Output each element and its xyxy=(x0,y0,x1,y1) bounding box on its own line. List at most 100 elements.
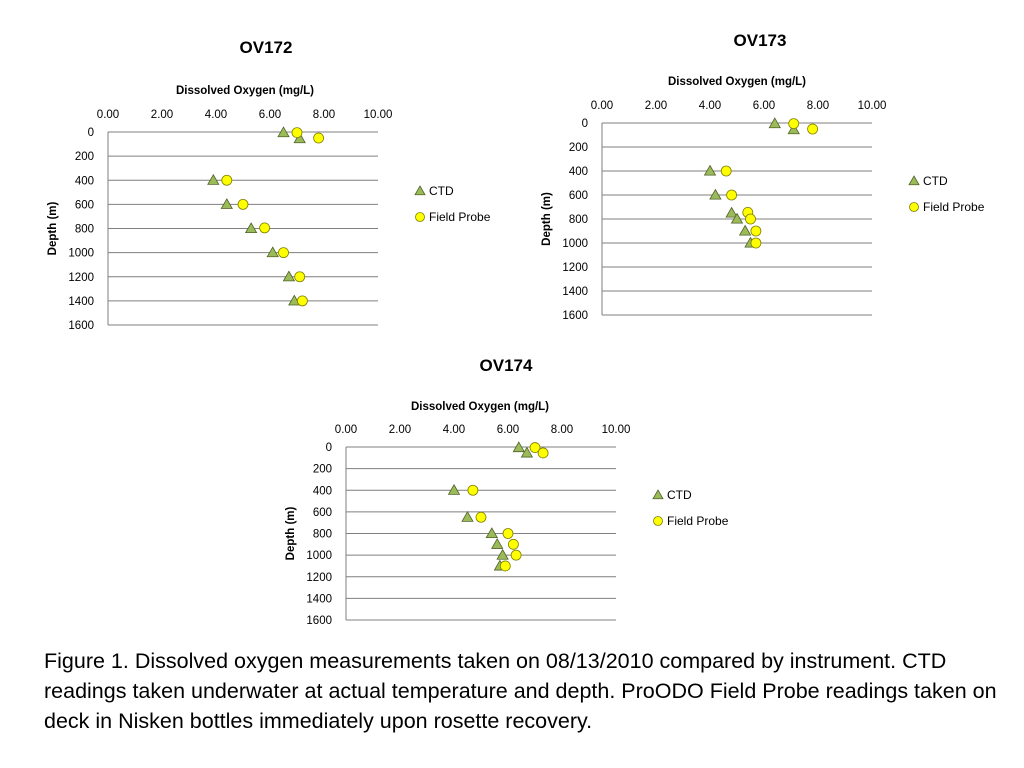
y-tick-label: 0 xyxy=(582,118,588,130)
x-tick-label: 4.00 xyxy=(699,100,721,112)
y-tick-label: 600 xyxy=(569,190,588,202)
ctd-point xyxy=(730,212,744,224)
field-probe-point xyxy=(502,528,514,539)
field-probe-point xyxy=(221,174,233,186)
y-tick-label: 1600 xyxy=(562,310,588,322)
field-probe-point xyxy=(750,237,762,249)
y-tick-label: 800 xyxy=(313,529,332,541)
y-tick-label: 400 xyxy=(75,175,94,187)
y-tick-label: 1000 xyxy=(306,550,332,562)
y-tick-label: 1400 xyxy=(68,296,94,308)
ctd-point xyxy=(485,527,498,539)
field-probe-point xyxy=(499,560,511,572)
legend-ctd-marker xyxy=(908,175,920,186)
ctd-point xyxy=(703,164,717,176)
y-tick-label: 200 xyxy=(313,464,332,476)
ctd-point xyxy=(520,446,534,458)
legend-field-probe-marker xyxy=(415,212,425,222)
chart-title: OV172 xyxy=(239,38,293,57)
y-tick-label: 200 xyxy=(569,142,588,154)
y-tick-label: 1400 xyxy=(306,593,332,605)
chart-ov173: OV173 Dissolved Oxygen (mg/L) 0 200 400 600… xyxy=(494,31,1014,331)
field-probe-point xyxy=(507,538,519,550)
legend-label: Field Probe xyxy=(667,514,729,528)
field-probe-point xyxy=(291,127,303,139)
y-tick-label: 1200 xyxy=(306,572,332,584)
y-tick-label: 800 xyxy=(75,224,94,236)
legend-ctd-marker xyxy=(414,185,426,196)
x-tick-label: 10.00 xyxy=(602,424,631,436)
legend-label: CTD xyxy=(667,488,692,502)
y-tick-label: 1400 xyxy=(562,286,588,298)
ctd-point xyxy=(207,173,220,185)
x-tick-label: 0.00 xyxy=(591,100,613,112)
x-tick-label: 6.00 xyxy=(753,100,775,112)
legend-label: CTD xyxy=(429,184,454,198)
x-tick-label: 0.00 xyxy=(97,109,119,121)
x-tick-label: 0.00 xyxy=(335,424,357,436)
x-tick-label: 10.00 xyxy=(858,100,887,112)
field-probe-point xyxy=(745,213,756,225)
y-tick-label: 1000 xyxy=(562,238,588,250)
x-tick-label: 2.00 xyxy=(151,109,173,121)
field-probe-point xyxy=(537,447,549,459)
y-tick-label: 600 xyxy=(313,507,332,519)
field-probe-point xyxy=(726,189,738,201)
y-tick-label: 600 xyxy=(75,199,94,211)
ctd-point xyxy=(220,198,233,209)
field-probe-point xyxy=(294,271,306,283)
x-axis-title: Dissolved Oxygen (mg/L) xyxy=(175,85,315,97)
field-probe-point xyxy=(278,247,289,259)
x-tick-label: 6.00 xyxy=(259,109,281,121)
x-axis-title: Dissolved Oxygen (mg/L) xyxy=(410,401,550,413)
x-axis-title: Dissolved Oxygen (mg/L) xyxy=(667,76,807,88)
ctd-point xyxy=(461,510,474,522)
field-probe-point xyxy=(467,484,479,496)
legend-label: Field Probe xyxy=(429,210,491,224)
x-tick-label: 2.00 xyxy=(389,424,411,436)
x-tick-label: 8.00 xyxy=(551,424,573,436)
y-tick-label: 1200 xyxy=(562,262,588,274)
ctd-point xyxy=(768,117,781,129)
field-probe-point xyxy=(475,511,487,523)
field-probe-point xyxy=(259,222,271,234)
y-tick-label: 1000 xyxy=(68,248,94,260)
chart-title: OV173 xyxy=(733,31,787,50)
field-probe-point xyxy=(296,295,308,307)
field-probe-point xyxy=(313,132,325,144)
x-tick-label: 8.00 xyxy=(313,109,335,121)
y-tick-label: 1200 xyxy=(68,272,94,284)
y-tick-label: 0 xyxy=(88,127,94,139)
ctd-point xyxy=(491,538,504,549)
x-tick-label: 10.00 xyxy=(364,109,393,121)
ctd-point xyxy=(277,126,290,138)
field-probe-point xyxy=(720,165,732,177)
plot-area: 0 200 400 600 800 1000 1200 1400 1600 0.00 2.00 4.0… xyxy=(541,100,985,322)
ctd-point xyxy=(282,270,296,282)
field-probe-point xyxy=(237,198,249,210)
y-tick-label: 1600 xyxy=(68,320,94,332)
legend-label: CTD xyxy=(923,174,948,188)
x-tick-label: 4.00 xyxy=(443,424,465,436)
field-probe-point xyxy=(807,123,819,135)
x-tick-label: 2.00 xyxy=(645,100,667,112)
ctd-point xyxy=(738,224,752,236)
ctd-point xyxy=(725,206,738,218)
y-axis-title: Depth (m) xyxy=(47,202,59,256)
ctd-point xyxy=(496,548,509,560)
field-probe-point xyxy=(510,549,522,561)
y-tick-label: 800 xyxy=(569,214,588,226)
y-axis-title: Depth (m) xyxy=(541,192,553,246)
chart-ov174: OV174 Dissolved Oxygen (mg/L) 0 200 400 600… xyxy=(238,356,758,636)
legend-field-probe-marker xyxy=(653,516,663,526)
field-probe-point xyxy=(788,118,800,129)
ctd-point xyxy=(244,222,258,234)
y-tick-label: 400 xyxy=(569,166,588,178)
y-tick-label: 1600 xyxy=(306,615,332,627)
plot-area: 0 200 400 600 800 1000 1200 1400 1600 0.00 2.00 4.0… xyxy=(47,109,491,332)
chart-ov172: OV172 Dissolved Oxygen (mg/L) 0 200 400 600… xyxy=(0,38,520,338)
field-probe-point xyxy=(750,225,762,237)
x-tick-label: 4.00 xyxy=(205,109,227,121)
y-tick-label: 200 xyxy=(75,151,94,163)
ctd-point xyxy=(266,246,279,258)
